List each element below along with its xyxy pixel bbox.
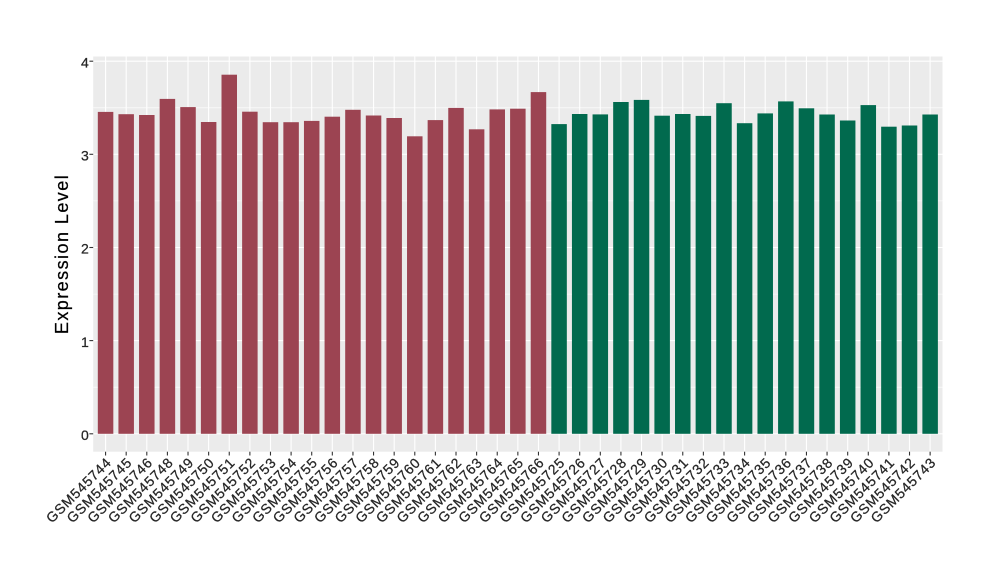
- svg-text:4: 4: [81, 54, 89, 70]
- svg-text:1: 1: [81, 334, 89, 350]
- svg-text:Expression Level: Expression Level: [52, 174, 72, 334]
- svg-text:3: 3: [81, 148, 89, 164]
- svg-text:2: 2: [81, 241, 89, 257]
- svg-text:0: 0: [81, 427, 89, 443]
